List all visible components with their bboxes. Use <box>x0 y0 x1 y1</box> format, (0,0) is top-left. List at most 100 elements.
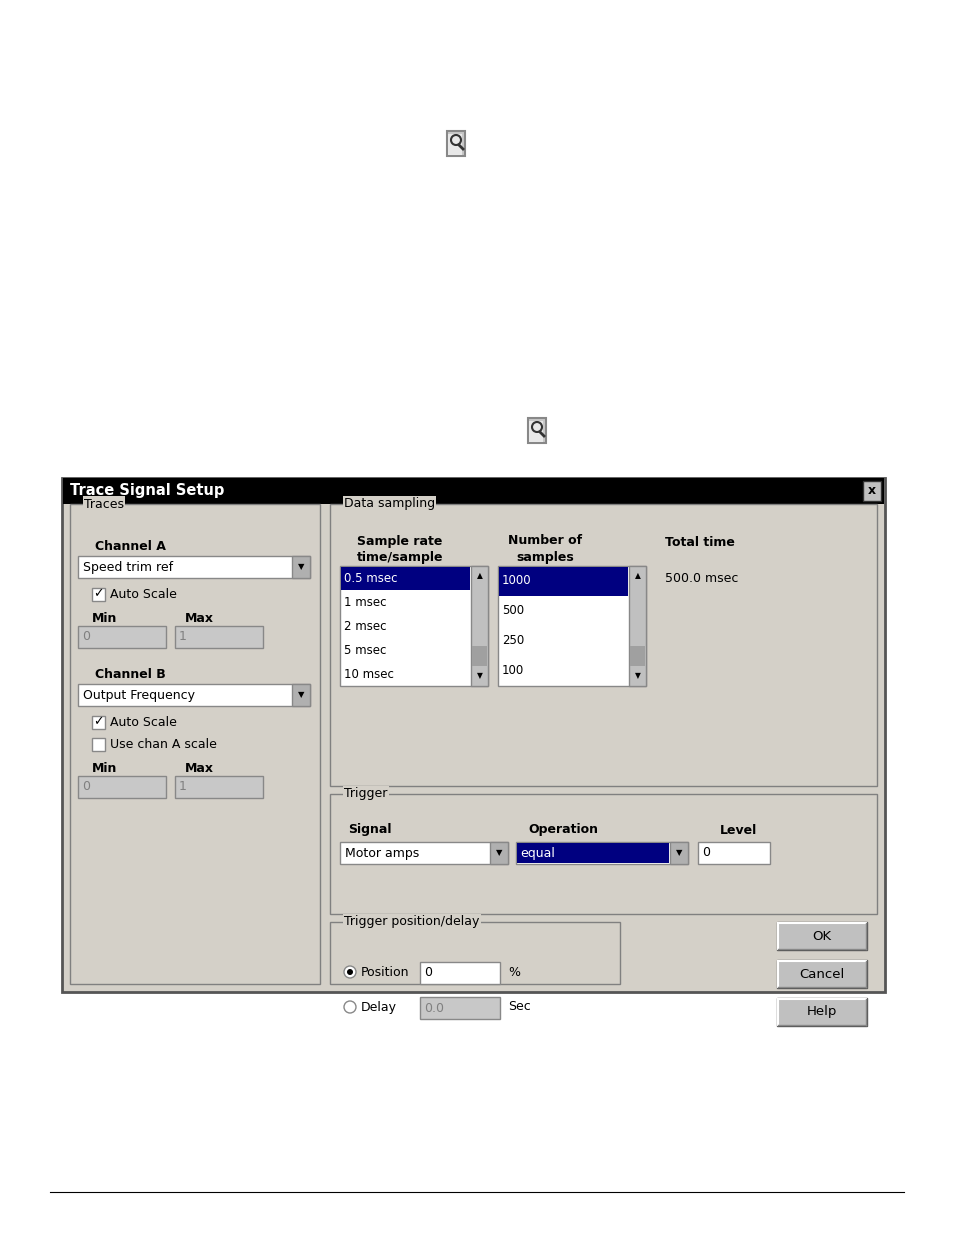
Text: 0.5 msec: 0.5 msec <box>344 572 397 584</box>
Text: Max: Max <box>185 762 213 774</box>
Text: Min: Min <box>91 762 117 774</box>
Text: Sample rate
time/sample: Sample rate time/sample <box>356 535 443 563</box>
Text: Data sampling: Data sampling <box>344 498 435 510</box>
Text: Help: Help <box>806 1005 837 1019</box>
Circle shape <box>344 966 355 978</box>
Bar <box>776 998 866 1026</box>
Text: 1000: 1000 <box>501 574 531 588</box>
Text: Cancel: Cancel <box>799 967 843 981</box>
Text: Min: Min <box>91 611 117 625</box>
Text: 0: 0 <box>423 967 432 979</box>
Bar <box>330 794 876 914</box>
Bar <box>78 684 310 706</box>
Text: ✓: ✓ <box>93 715 104 729</box>
Bar <box>330 504 876 785</box>
Text: Trace Signal Setup: Trace Signal Setup <box>70 483 224 499</box>
Bar <box>472 646 486 666</box>
Text: Speed trim ref: Speed trim ref <box>83 561 172 573</box>
Bar <box>91 737 105 751</box>
Bar <box>78 626 166 648</box>
Bar <box>174 776 263 798</box>
Bar <box>517 844 668 863</box>
Text: Use chan A scale: Use chan A scale <box>110 737 216 751</box>
Text: 10 msec: 10 msec <box>344 667 394 680</box>
Bar <box>292 556 310 578</box>
Text: 500.0 msec: 500.0 msec <box>664 573 738 585</box>
Text: Level: Level <box>720 824 757 836</box>
Circle shape <box>347 969 353 974</box>
Text: OK: OK <box>812 930 831 942</box>
Bar <box>490 842 507 864</box>
Text: 0: 0 <box>82 781 90 794</box>
Bar <box>63 478 883 504</box>
Bar <box>862 480 880 501</box>
Text: Operation: Operation <box>527 824 598 836</box>
Bar <box>529 420 542 441</box>
Bar <box>339 566 488 685</box>
Bar <box>516 842 687 864</box>
Bar <box>698 842 769 864</box>
Text: 5 msec: 5 msec <box>344 643 386 657</box>
Bar <box>498 567 627 597</box>
Bar <box>70 504 319 984</box>
Text: Auto Scale: Auto Scale <box>110 588 176 600</box>
Bar <box>448 133 461 154</box>
Text: 0.0: 0.0 <box>423 1002 443 1014</box>
Text: ▼: ▼ <box>297 562 304 572</box>
Text: Trigger position/delay: Trigger position/delay <box>344 915 478 929</box>
Bar <box>628 566 645 685</box>
Text: 0: 0 <box>701 846 709 860</box>
Text: Position: Position <box>360 966 409 978</box>
Text: Auto Scale: Auto Scale <box>110 715 176 729</box>
Text: Motor amps: Motor amps <box>345 846 418 860</box>
Text: Signal: Signal <box>348 824 391 836</box>
Bar <box>419 997 499 1019</box>
Text: 1: 1 <box>179 631 187 643</box>
Text: Sec: Sec <box>507 1000 530 1014</box>
Bar <box>78 556 310 578</box>
Text: 2 msec: 2 msec <box>344 620 386 632</box>
Bar <box>497 566 645 685</box>
Text: Channel A: Channel A <box>95 540 166 552</box>
Text: Trigger: Trigger <box>344 788 387 800</box>
Text: Number of
samples: Number of samples <box>507 535 581 563</box>
Text: equal: equal <box>519 846 555 860</box>
Bar <box>339 842 507 864</box>
Text: ▼: ▼ <box>675 848 681 857</box>
Bar <box>776 923 866 950</box>
Text: 250: 250 <box>501 635 524 647</box>
Text: Output Frequency: Output Frequency <box>83 688 194 701</box>
Bar <box>330 923 619 984</box>
Text: ▼: ▼ <box>496 848 501 857</box>
Text: ▼: ▼ <box>476 672 482 680</box>
Bar <box>669 842 687 864</box>
Text: Delay: Delay <box>360 1000 396 1014</box>
Text: ▼: ▼ <box>297 690 304 699</box>
Text: Total time: Total time <box>664 536 734 548</box>
Text: ✓: ✓ <box>93 588 104 600</box>
Bar <box>629 646 644 666</box>
Text: ▲: ▲ <box>476 572 482 580</box>
Bar <box>471 566 488 685</box>
Bar <box>78 776 166 798</box>
Bar <box>447 131 464 156</box>
Text: Max: Max <box>185 611 213 625</box>
Text: Channel B: Channel B <box>95 667 166 680</box>
Bar <box>292 684 310 706</box>
Bar <box>776 960 866 988</box>
Text: x: x <box>867 484 875 498</box>
Text: ▼: ▼ <box>634 672 639 680</box>
Text: 1 msec: 1 msec <box>344 595 386 609</box>
Bar <box>91 588 105 600</box>
Bar <box>91 715 105 729</box>
Text: Traces: Traces <box>84 498 124 510</box>
Circle shape <box>344 1002 355 1013</box>
Bar <box>419 962 499 984</box>
Bar <box>62 478 884 992</box>
Text: 0: 0 <box>82 631 90 643</box>
Bar <box>340 567 470 590</box>
Text: 1: 1 <box>179 781 187 794</box>
Bar <box>527 417 545 442</box>
Text: ▲: ▲ <box>634 572 639 580</box>
Text: 100: 100 <box>501 664 524 678</box>
